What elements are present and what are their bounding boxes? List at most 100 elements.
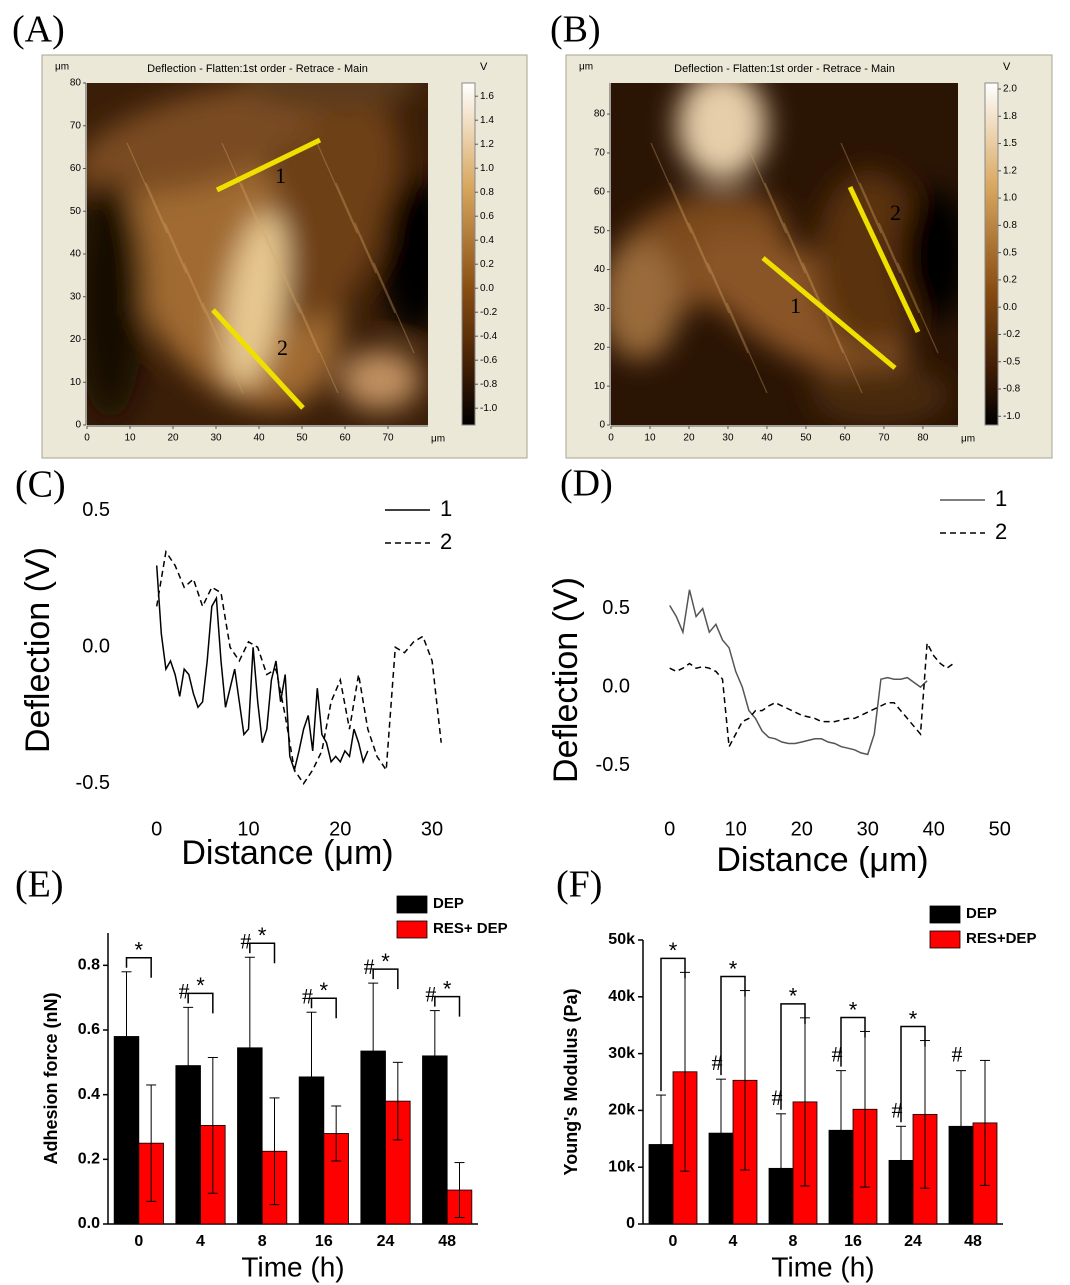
figure: (A) Deflection - Flatten:1st order - Retr… [0,0,1070,1285]
y-tick-label: 0.0 [602,675,630,697]
y-axis-title: Deflection (V) [19,547,57,753]
y-tick-label: 30k [608,1045,635,1062]
x-tick-label: 24 [904,1233,922,1250]
legend-label: 2 [440,529,452,554]
colorbar-tick-label: 1.4 [480,115,494,126]
y-tick-label: 0.0 [82,636,110,658]
significance-star: * [849,997,858,1022]
x-axis-title: Distance (μm) [716,841,928,879]
significance-hash: # [179,978,190,1003]
unit-label: μm [579,62,593,73]
legend-swatch [930,931,960,948]
significance-star: * [789,984,798,1009]
y-tick-label: 0 [626,1215,635,1232]
x-tick-label: 48 [438,1233,456,1250]
panel: (B)Deflection - Flatten:1st order - Retr… [550,9,1052,458]
x-tick-label: 30 [421,818,443,840]
y-tick-label: 70 [594,148,606,159]
x-tick-label: 30 [210,433,222,444]
y-tick-label: 40 [70,249,82,260]
y-tick-label: 70 [70,120,82,131]
significance-star: * [320,978,329,1003]
x-tick-label: 50 [296,433,308,444]
y-tick-label: -0.5 [76,772,110,794]
y-tick-label: 0.6 [78,1021,100,1038]
colorbar-tick-label: 0.8 [1003,220,1017,231]
x-tick-label: 70 [878,433,890,444]
significance-hash: # [364,954,375,979]
colorbar-tick-label: 1.2 [1003,165,1017,176]
significance-star: * [258,923,267,948]
legend-label: 1 [995,486,1007,511]
y-tick-label: 20k [608,1102,635,1119]
y-axis-title: Deflection (V) [547,577,585,783]
x-tick-label: 0 [608,433,614,444]
data-line [157,566,368,771]
colorbar [462,83,475,425]
panel-label: (A) [12,9,65,51]
significance-star: * [196,973,205,998]
panel: (E)0.00.20.40.60.8Adhesion force (nN)Tim… [15,864,508,1283]
panel-label: (D) [560,463,613,505]
x-tick-label: 40 [923,818,945,840]
x-tick-label: 16 [844,1233,862,1250]
legend-swatch [397,896,427,913]
y-tick-label: 60 [594,186,606,197]
significance-star: * [669,938,678,963]
colorbar-tick-label: 0.2 [480,259,494,270]
colorbar-tick-label: -0.5 [1003,356,1021,367]
image-title: Deflection - Flatten:1st order - Retrace… [147,63,368,75]
significance-star: * [729,956,738,981]
legend-label: RES+ DEP [433,920,508,937]
x-tick-label: 8 [789,1233,798,1250]
panel-label: (E) [15,864,64,906]
y-tick-label: 0.8 [78,957,100,974]
x-tick-label: 40 [253,433,265,444]
y-tick-label: 20 [70,334,82,345]
y-tick-label: 0.0 [78,1215,100,1232]
panel-label: (B) [550,9,601,51]
data-line [670,590,927,755]
x-tick-label: 60 [339,433,351,444]
significance-bracket [841,1017,865,1066]
profile-line-label: 2 [277,335,288,360]
significance-hash: # [832,1042,843,1067]
x-tick-label: 4 [196,1233,205,1250]
legend-swatch [930,906,960,923]
colorbar-tick-label: 0.8 [480,187,494,198]
profile-line-label: 2 [890,200,901,225]
colorbar-tick-label: -0.2 [1003,329,1021,340]
panel: (A) Deflection - Flatten:1st order - Retr… [12,9,527,458]
x-tick-label: 50 [800,433,812,444]
significance-bracket [721,977,745,1076]
colorbar [985,83,998,425]
colorbar-tick-label: -1.0 [1003,411,1021,422]
y-tick-label: 40k [608,988,635,1005]
x-tick-label: 0 [84,433,90,444]
x-unit-label: μm [431,434,445,445]
colorbar-tick-label: 1.0 [1003,193,1017,204]
x-unit-label: μm [961,434,975,445]
significance-hash: # [425,982,436,1007]
y-tick-label: -0.5 [596,754,630,776]
legend-label: DEP [433,895,464,912]
colorbar-tick-label: 1.5 [1003,138,1017,149]
significance-star: * [909,1006,918,1031]
x-tick-label: 50 [989,818,1011,840]
y-tick-label: 0.2 [78,1151,100,1168]
x-tick-label: 60 [839,433,851,444]
colorbar-tick-label: 1.2 [480,139,494,150]
x-tick-label: 24 [377,1233,395,1250]
significance-hash: # [302,983,313,1008]
significance-bracket [781,1004,805,1110]
y-tick-label: 10 [70,377,82,388]
x-tick-label: 0 [151,818,162,840]
y-tick-label: 50 [70,206,82,217]
colorbar-tick-label: -0.4 [480,331,498,342]
y-tick-label: 0.5 [602,597,630,619]
colorbar-tick-label: 0.5 [1003,247,1017,258]
panel: (C)01020300.50.0-0.5Distance (μm)Deflect… [15,464,452,872]
colorbar-tick-label: 0.2 [1003,275,1017,286]
significance-hash: # [240,928,251,953]
colorbar-tick-label: 1.8 [1003,111,1017,122]
